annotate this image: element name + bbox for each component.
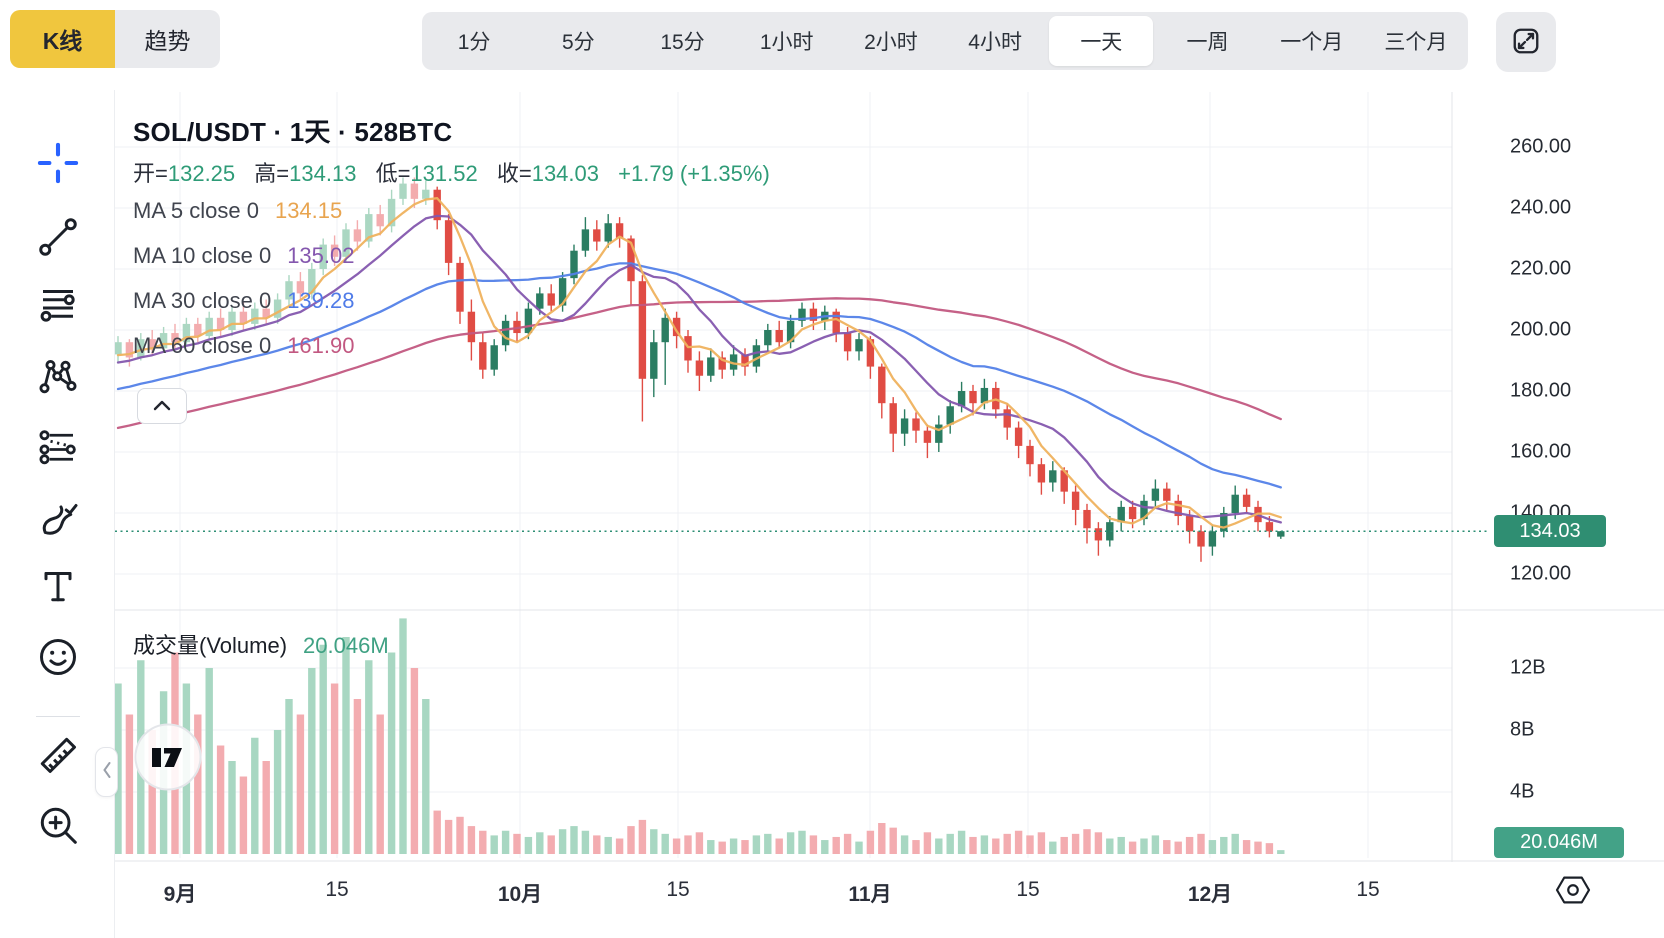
ma60-row: MA 60 close 0 161.90: [133, 333, 355, 358]
symbol-title: SOL/USDT · 1天 · 528BTC: [133, 117, 453, 147]
ma10-value: 135.02: [287, 243, 355, 268]
close-value: 134.03: [531, 161, 599, 186]
volume-legend: 成交量(Volume) 20.046M: [133, 628, 389, 660]
trend-mode-button[interactable]: 趋势: [115, 10, 220, 68]
volume-tick-12B: 12B: [1510, 656, 1546, 679]
high-value: 134.13: [289, 161, 357, 186]
chart-settings-gear-icon[interactable]: [1553, 873, 1593, 907]
ma30-row: MA 30 close 0 139.28: [133, 288, 355, 313]
ma5-row: MA 5 close 0 134.15: [133, 198, 343, 223]
price-tick-180.00: 180.00: [1510, 379, 1572, 402]
price-tick-200.00: 200.00: [1510, 318, 1572, 341]
volume-tick-8B: 8B: [1510, 718, 1535, 741]
ma60-value: 161.90: [287, 333, 355, 358]
horizontal-lines-icon[interactable]: [35, 282, 81, 328]
timeframe-5分[interactable]: 5分: [561, 31, 595, 54]
timeframe-1小时[interactable]: 1小时: [759, 31, 814, 54]
zoom-in-icon[interactable]: [35, 802, 81, 848]
price-tick-260.00: 260.00: [1510, 135, 1572, 158]
timeframe-三个月[interactable]: 三个月: [1384, 31, 1448, 54]
time-label-15: 15: [666, 878, 690, 901]
parallel-channel-icon[interactable]: [35, 425, 81, 471]
ohlc-row: 开=132.25 高=134.13 低=131.52 收=134.03 +1.7…: [133, 156, 770, 198]
fullscreen-button[interactable]: [1496, 12, 1556, 72]
chevron-up-icon: [153, 399, 171, 414]
drawing-toolbar: [0, 90, 115, 938]
time-label-12月: 12月: [1187, 883, 1233, 906]
crosshair-icon[interactable]: [35, 140, 81, 186]
legend-collapse-button[interactable]: [137, 388, 187, 424]
timeframe-一天[interactable]: 一天: [1049, 16, 1154, 66]
high-label: 高=: [254, 161, 290, 186]
price-tick-160.00: 160.00: [1510, 440, 1572, 463]
ma30-value: 139.28: [287, 288, 355, 313]
trend-line-icon[interactable]: [35, 214, 81, 260]
timeframe-一个月[interactable]: 一个月: [1280, 31, 1344, 54]
low-value: 131.52: [410, 161, 478, 186]
current-volume-badge: 20.046M: [1494, 827, 1624, 858]
price-tick-240.00: 240.00: [1510, 196, 1572, 219]
price-tick-120.00: 120.00: [1510, 562, 1572, 585]
timeframe-4小时[interactable]: 4小时: [968, 31, 1022, 54]
open-label: 开=: [133, 161, 168, 186]
price-tick-220.00: 220.00: [1510, 257, 1572, 280]
time-label-9月: 9月: [163, 883, 197, 906]
open-value: 132.25: [167, 161, 236, 186]
time-label-11月: 11月: [848, 883, 892, 906]
timeframe-一周[interactable]: 一周: [1186, 31, 1229, 54]
chevron-left-icon: [100, 755, 114, 790]
timeframe-2小时[interactable]: 2小时: [864, 31, 918, 54]
chart-legend: SOL/USDT · 1天 · 528BTC 开=132.25 高=134.13…: [133, 112, 770, 424]
ma5-value: 134.15: [274, 198, 343, 223]
brush-icon[interactable]: [35, 496, 81, 542]
low-label: 低=: [375, 161, 411, 186]
volume-label: 成交量(Volume): [133, 633, 288, 658]
timeframe-1分[interactable]: 1分: [457, 31, 491, 54]
xabcd-pattern-icon[interactable]: [35, 354, 81, 400]
emoji-icon[interactable]: [35, 634, 81, 680]
measure-ruler-icon[interactable]: [35, 732, 81, 778]
volume-value: 20.046M: [303, 633, 389, 658]
time-label-15: 15: [1016, 878, 1040, 901]
kline-mode-button[interactable]: K线: [10, 10, 115, 68]
ma10-row: MA 10 close 0 135.02: [133, 243, 355, 268]
change-value: +1.79 (+1.35%): [618, 161, 770, 186]
timeframe-15分[interactable]: 15分: [660, 31, 705, 54]
close-label: 收=: [496, 161, 532, 186]
expand-icon: [1511, 26, 1541, 59]
chart-mode-switch: K线 趋势: [10, 10, 220, 68]
time-label-15: 15: [325, 878, 349, 901]
timeframe-bar: 1分 5分 15分 1小时 2小时 4小时 一天 一周 一个月 三个月: [422, 12, 1468, 70]
current-price-badge: 134.03: [1494, 515, 1606, 547]
tradingview-watermark: [133, 722, 203, 792]
toolbar-divider: [36, 716, 80, 717]
time-label-10月: 10月: [497, 883, 543, 906]
sidebar-collapse-handle[interactable]: [95, 747, 118, 797]
text-tool-icon[interactable]: [35, 564, 81, 610]
volume-tick-4B: 4B: [1510, 780, 1535, 803]
time-label-15: 15: [1356, 878, 1380, 901]
